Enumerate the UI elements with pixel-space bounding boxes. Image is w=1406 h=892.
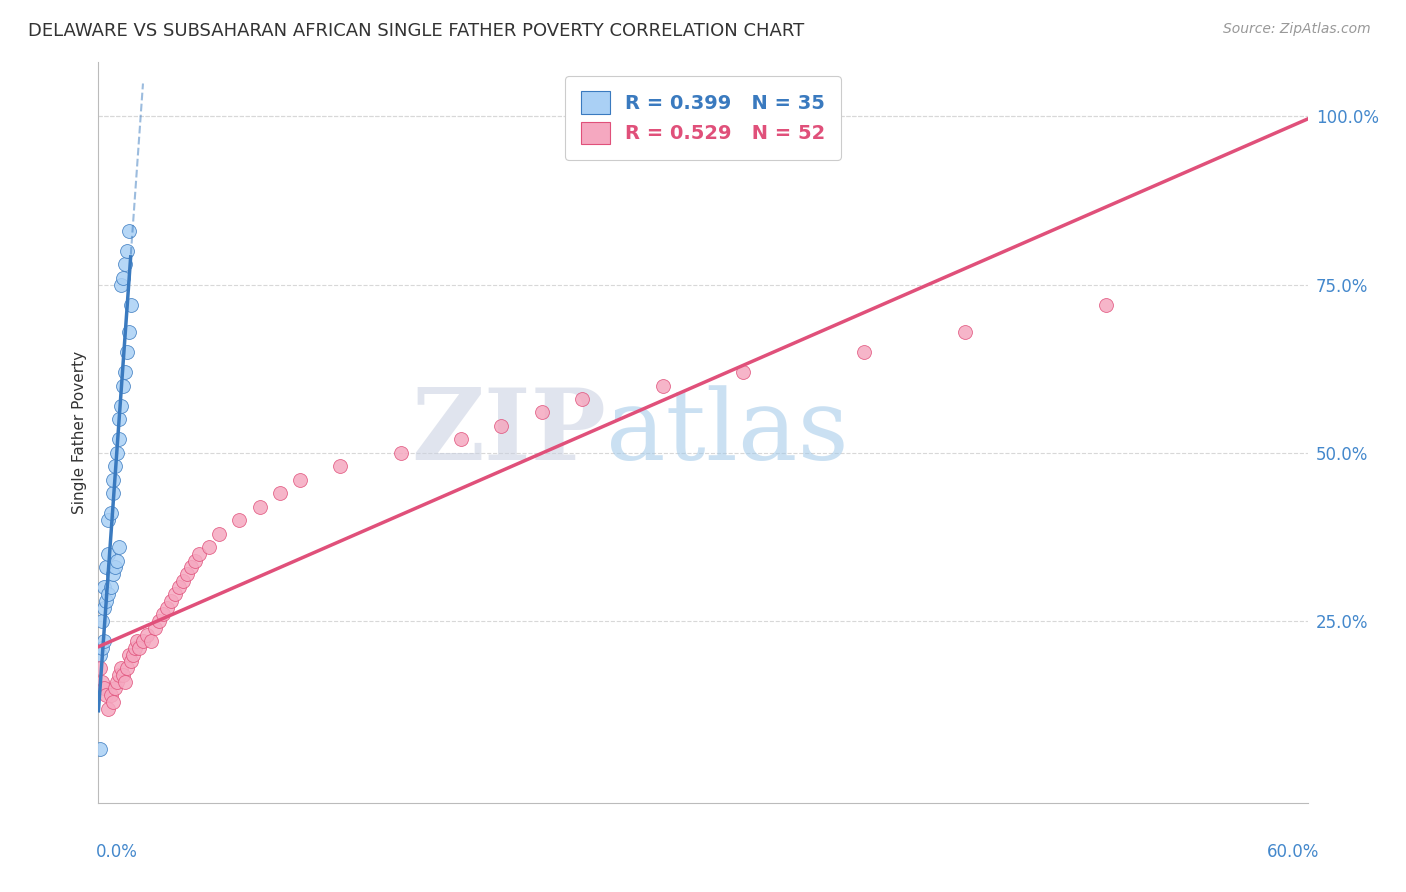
Point [120, 655, 142, 669]
Point [97, 547, 120, 561]
Point [1095, 298, 1118, 312]
Point [228, 513, 250, 527]
Point [188, 547, 211, 561]
Point [96, 560, 118, 574]
Point [93, 600, 115, 615]
Point [111, 378, 134, 392]
Point [114, 365, 136, 379]
Point [152, 607, 174, 622]
Point [111, 270, 134, 285]
Point [148, 614, 170, 628]
Point [530, 405, 553, 419]
Point [103, 459, 125, 474]
Point [97, 513, 120, 527]
Point [107, 433, 129, 447]
Point [111, 668, 134, 682]
Point [163, 587, 186, 601]
Point [91, 674, 114, 689]
Point [105, 446, 128, 460]
Point [571, 392, 593, 406]
Point [110, 399, 132, 413]
Point [93, 681, 115, 696]
Point [97, 701, 120, 715]
Legend: R = 0.399   N = 35, R = 0.529   N = 52: R = 0.399 N = 35, R = 0.529 N = 52 [565, 76, 841, 160]
Point [93, 634, 115, 648]
Point [89, 742, 111, 756]
Point [107, 668, 129, 682]
Point [91, 614, 114, 628]
Point [101, 473, 124, 487]
Point [93, 581, 115, 595]
Point [89, 648, 111, 662]
Point [114, 674, 136, 689]
Point [953, 325, 976, 339]
Point [651, 378, 673, 392]
Point [172, 574, 194, 588]
Point [101, 695, 124, 709]
Point [96, 594, 118, 608]
Point [288, 473, 311, 487]
Point [139, 634, 162, 648]
Point [853, 344, 876, 359]
Point [96, 688, 118, 702]
Point [167, 581, 190, 595]
Point [389, 446, 412, 460]
Text: ZIP: ZIP [412, 384, 606, 481]
Y-axis label: Single Father Poverty: Single Father Poverty [72, 351, 87, 514]
Point [208, 526, 231, 541]
Text: 60.0%: 60.0% [1267, 843, 1319, 861]
Point [249, 500, 271, 514]
Point [118, 325, 141, 339]
Point [103, 560, 125, 574]
Point [450, 433, 472, 447]
Point [156, 600, 179, 615]
Point [184, 553, 207, 567]
Point [91, 640, 114, 655]
Point [110, 277, 132, 292]
Point [120, 298, 142, 312]
Point [128, 640, 150, 655]
Point [491, 418, 513, 433]
Point [180, 560, 202, 574]
Point [89, 661, 111, 675]
Text: Source: ZipAtlas.com: Source: ZipAtlas.com [1223, 22, 1371, 37]
Point [110, 661, 132, 675]
Text: atlas: atlas [606, 384, 849, 481]
Point [100, 688, 122, 702]
Point [329, 459, 352, 474]
Point [733, 365, 755, 379]
Point [269, 486, 291, 500]
Point [101, 486, 124, 500]
Point [115, 244, 138, 258]
Point [121, 648, 143, 662]
Point [118, 224, 141, 238]
Point [118, 648, 141, 662]
Point [114, 257, 136, 271]
Text: 0.0%: 0.0% [96, 843, 138, 861]
Point [105, 674, 128, 689]
Point [105, 553, 128, 567]
Point [107, 412, 129, 426]
Point [176, 566, 198, 581]
Text: DELAWARE VS SUBSAHARAN AFRICAN SINGLE FATHER POVERTY CORRELATION CHART: DELAWARE VS SUBSAHARAN AFRICAN SINGLE FA… [28, 22, 804, 40]
Point [97, 587, 120, 601]
Point [125, 634, 148, 648]
Point [115, 661, 138, 675]
Point [100, 581, 122, 595]
Point [143, 621, 166, 635]
Point [100, 507, 122, 521]
Point [160, 594, 183, 608]
Point [103, 681, 125, 696]
Point [198, 540, 221, 554]
Point [135, 627, 157, 641]
Point [124, 640, 146, 655]
Point [107, 540, 129, 554]
Point [101, 566, 124, 581]
Point [115, 344, 138, 359]
Point [132, 634, 155, 648]
